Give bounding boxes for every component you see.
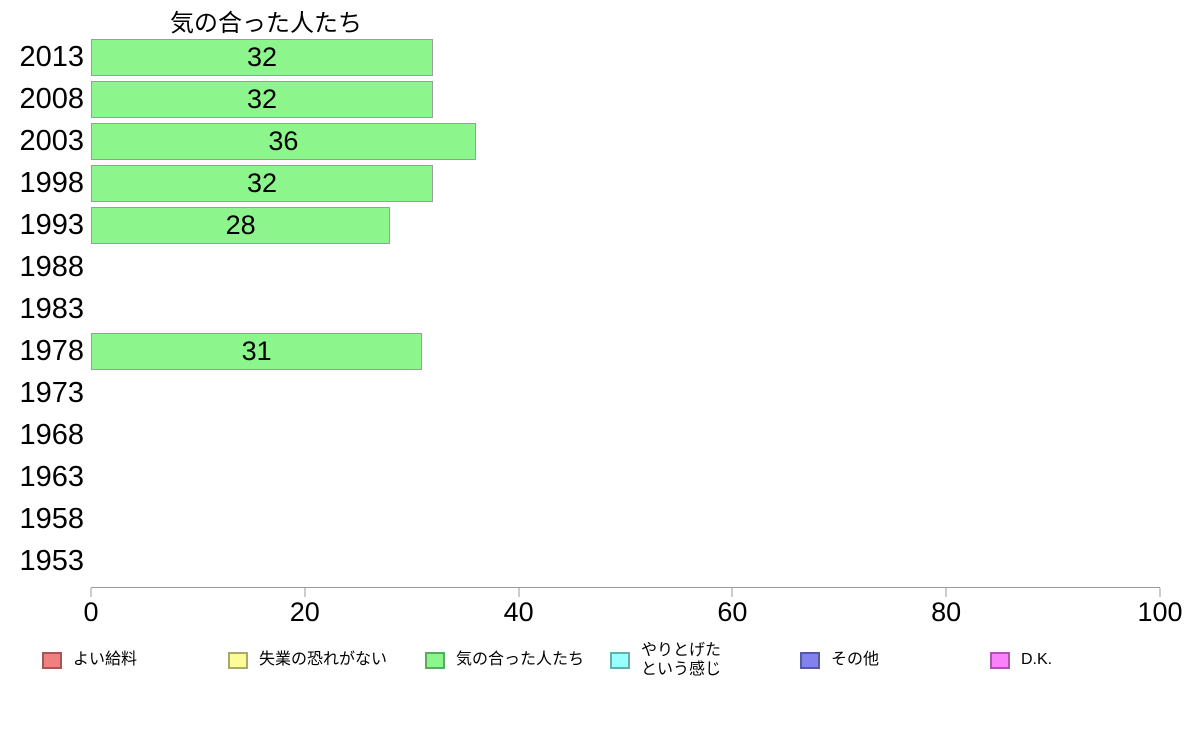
chart-row: 1963	[0, 456, 1160, 498]
legend-swatch	[800, 651, 820, 669]
y-axis-label: 2003	[19, 124, 84, 157]
y-axis-label: 1973	[19, 376, 84, 409]
x-tick-label: 0	[83, 597, 99, 627]
bar-track	[91, 501, 1160, 538]
x-tick-mark	[518, 588, 520, 597]
legend-label: 気の合った人たち	[456, 651, 585, 669]
chart-row: 1988	[0, 246, 1160, 288]
bar-track: 32	[91, 38, 1160, 76]
bar-value-label: 32	[247, 167, 278, 198]
y-axis-label: 1983	[19, 292, 84, 325]
x-tick-mark	[945, 588, 947, 597]
bar: 32	[91, 38, 434, 76]
x-tick-mark	[90, 588, 92, 597]
bar: 32	[91, 164, 434, 202]
bar-track	[91, 459, 1160, 496]
y-axis-label: 1968	[19, 418, 84, 451]
legend-item[interactable]: やりとげた という感じ	[610, 636, 721, 684]
chart-row: 1998 32	[0, 162, 1160, 204]
legend-item[interactable]: その他	[800, 636, 879, 684]
chart-row: 1968	[0, 414, 1160, 456]
legend-swatch	[990, 651, 1010, 669]
y-axis-label: 1963	[19, 460, 84, 493]
x-tick-label: 80	[931, 597, 962, 627]
x-tick-label: 60	[717, 597, 748, 627]
bar-track: 31	[91, 332, 1160, 370]
y-axis-label: 1958	[19, 502, 84, 535]
chart-row: 2003 36	[0, 120, 1160, 162]
bar-value-label: 28	[225, 209, 256, 240]
bar-track	[91, 375, 1160, 412]
y-axis-label: 1988	[19, 250, 84, 283]
bar: 31	[91, 332, 423, 370]
legend-label: よい給料	[73, 651, 138, 669]
bar-value-label: 31	[241, 335, 272, 366]
bar-value-label: 32	[247, 83, 278, 114]
bar: 32	[91, 80, 434, 118]
legend-label: その他	[831, 651, 880, 669]
y-axis-label: 2008	[19, 82, 84, 115]
bar-track	[91, 543, 1160, 580]
bar: 36	[91, 122, 476, 160]
bar-track	[91, 417, 1160, 454]
bar-track: 32	[91, 164, 1160, 202]
legend-item[interactable]: D.K.	[990, 636, 1052, 684]
y-axis-label: 1978	[19, 334, 84, 367]
x-tick-label: 100	[1137, 597, 1183, 627]
legend-item[interactable]: よい給料	[42, 636, 137, 684]
x-tick-label: 20	[289, 597, 320, 627]
x-tick-mark	[731, 588, 733, 597]
chart-row: 1958	[0, 498, 1160, 540]
chart-row: 1953	[0, 540, 1160, 582]
bar-value-label: 32	[247, 41, 278, 72]
y-axis-label: 2013	[19, 40, 84, 73]
x-tick-mark	[304, 588, 306, 597]
legend-item[interactable]: 失業の恐れがない	[228, 636, 387, 684]
legend-swatch	[610, 651, 630, 669]
legend-label: D.K.	[1021, 651, 1053, 669]
y-axis-label: 1993	[19, 208, 84, 241]
bar-track: 36	[91, 122, 1160, 160]
chart-row: 1978 31	[0, 330, 1160, 372]
bar-track: 28	[91, 206, 1160, 244]
legend-label: 失業の恐れがない	[259, 651, 388, 669]
legend: よい給料 失業の恐れがない 気の合った人たち やりとげた という感じ その他 D.K.	[0, 636, 1188, 684]
plot-area: 2013 32 2008 32 2003 36 1998 32 1993 28 1988 1983 19…	[0, 36, 1160, 582]
bar-track: 32	[91, 80, 1160, 118]
legend-label: やりとげた という感じ	[641, 641, 722, 678]
legend-swatch	[228, 651, 248, 669]
bar-track	[91, 291, 1160, 328]
legend-item[interactable]: 気の合った人たち	[425, 636, 584, 684]
chart-row: 2008 32	[0, 78, 1160, 120]
y-axis-label: 1953	[19, 544, 84, 577]
bar-track	[91, 249, 1160, 286]
legend-swatch	[425, 651, 445, 669]
x-axis: 0 20 40 60 80 100	[83, 587, 1183, 627]
chart-row: 1973	[0, 372, 1160, 414]
y-axis-label: 1998	[19, 166, 84, 199]
x-tick-mark	[1159, 588, 1161, 597]
bar-value-label: 36	[268, 125, 299, 156]
chart-row: 1983	[0, 288, 1160, 330]
chart-title: 気の合った人たち	[170, 10, 362, 37]
chart-row: 1993 28	[0, 204, 1160, 246]
legend-swatch	[42, 651, 62, 669]
x-tick-label: 40	[503, 597, 534, 627]
bar: 28	[91, 206, 391, 244]
chart-row: 2013 32	[0, 36, 1160, 78]
